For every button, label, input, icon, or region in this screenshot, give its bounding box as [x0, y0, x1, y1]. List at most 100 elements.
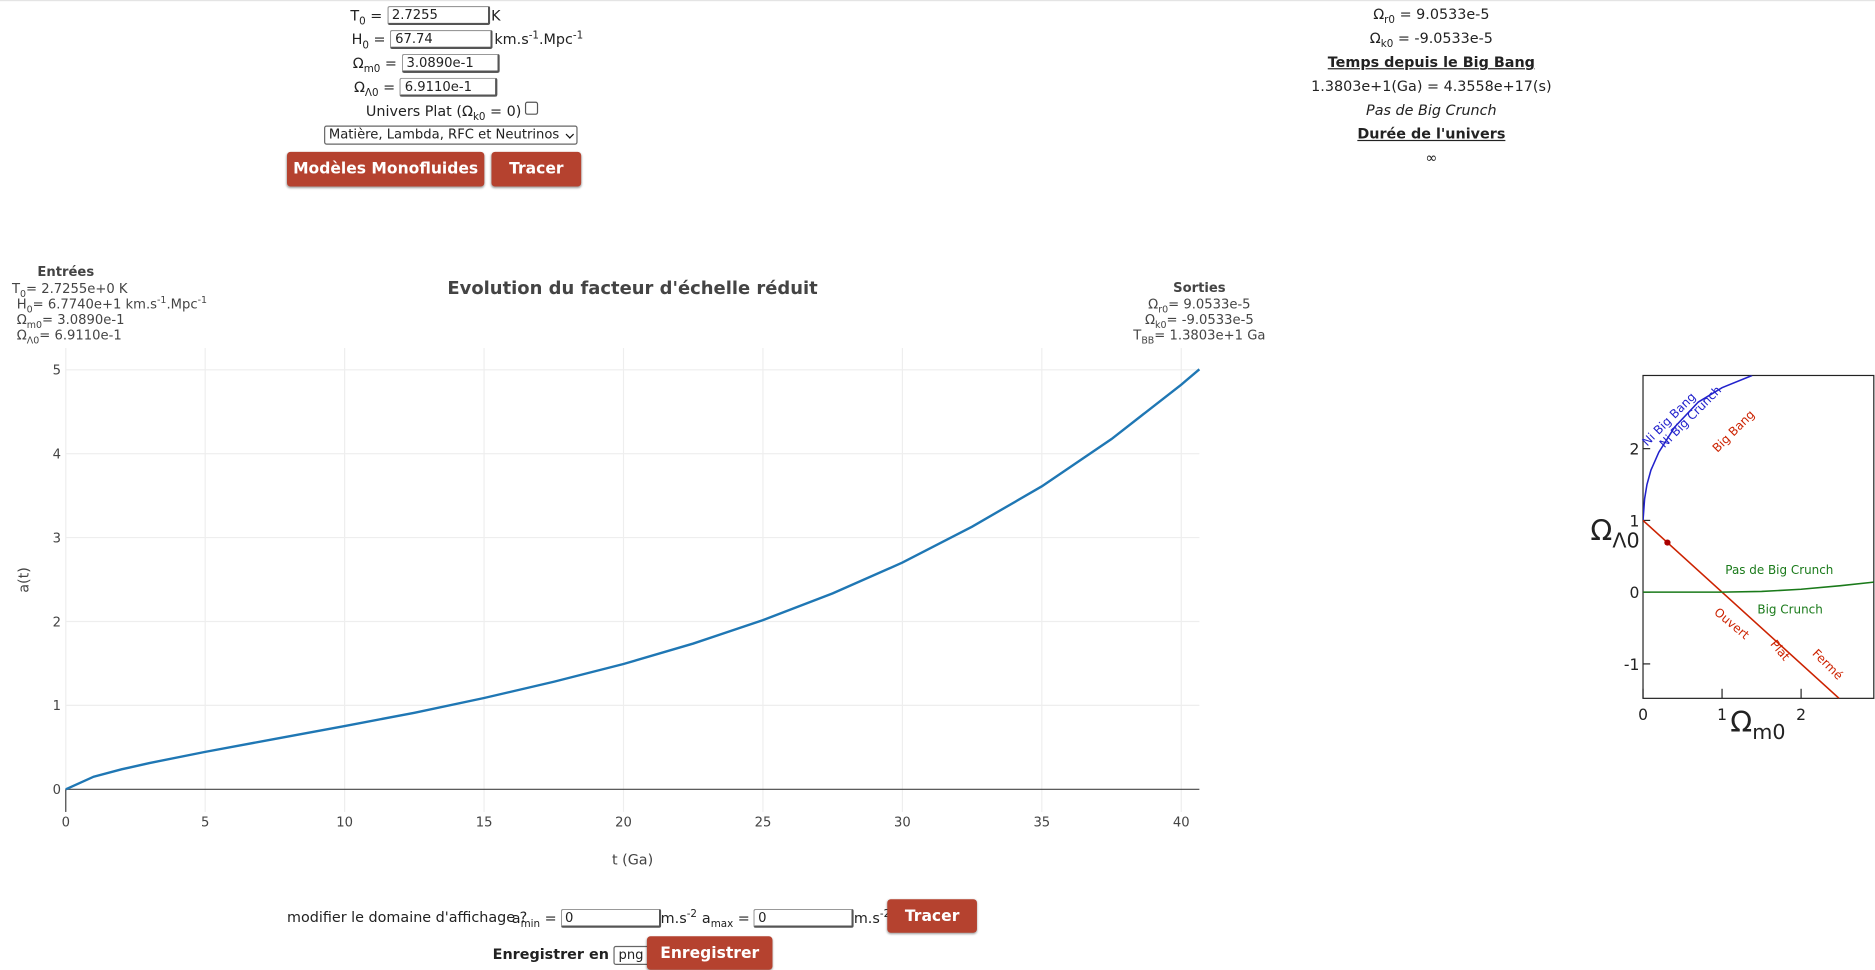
- text-part: -2: [686, 908, 697, 921]
- y-tick-label: 4: [53, 447, 61, 462]
- inputs-title: Entrées: [37, 264, 95, 280]
- text-part: m0: [1752, 720, 1786, 745]
- text-part: k0: [472, 111, 486, 124]
- text-part: m0: [26, 319, 43, 331]
- text-part: a: [511, 909, 521, 927]
- amin-input[interactable]: 0: [560, 908, 661, 928]
- text-part: m0: [363, 63, 381, 76]
- models-button[interactable]: Modèles Monofluides: [286, 151, 485, 187]
- form-row: T0 = 2.7255 K: [350, 5, 501, 27]
- text-part: Temps depuis le Big Bang: [1327, 53, 1535, 71]
- x-tick-label: 35: [1033, 815, 1050, 830]
- display-button[interactable]: Tracer: [887, 899, 977, 933]
- text-part: 1.3803e+1(Ga) = 4.3558e+17(s): [1311, 77, 1552, 95]
- amax-unit: m.s-2: [854, 909, 890, 926]
- text-part: k0: [1380, 38, 1394, 51]
- result-line: ∞: [1252, 149, 1611, 166]
- x-tick-label: 15: [476, 815, 493, 830]
- y-axis-label: a(t): [17, 567, 33, 593]
- text-part: Ω: [1373, 5, 1385, 23]
- x-tick-label: 30: [894, 815, 911, 830]
- y-tick-label: 1: [1630, 512, 1640, 530]
- text-part: = 3.0890e-1: [42, 312, 125, 328]
- text-part: .Mpc: [538, 30, 573, 48]
- text-part: Ω: [16, 312, 27, 328]
- text-part: 0: [26, 303, 33, 315]
- text-input[interactable]: 67.74: [390, 29, 494, 50]
- text-input[interactable]: 3.0890e-1: [401, 53, 500, 73]
- text-part: Ω: [1590, 514, 1613, 548]
- save-row: Enregistrer en png: [492, 945, 662, 966]
- y-tick-label: 1: [53, 699, 61, 714]
- text-part: H: [16, 296, 27, 313]
- outputs-line: Ωr0= 9.0533e-5: [1080, 296, 1319, 315]
- text-part: 0: [362, 39, 369, 52]
- display-label: modifier le domaine d'affichage ?: [286, 908, 528, 926]
- diagram-curve: [1643, 581, 1874, 593]
- text-part: m.s: [660, 909, 687, 927]
- x-tick-label: 0: [62, 815, 70, 830]
- model-select[interactable]: Matière, Lambda, RFC et Neutrinos: [324, 125, 578, 145]
- text-part: m.s: [853, 909, 880, 927]
- result-line: Pas de Big Crunch: [1252, 102, 1611, 119]
- text-part: =: [365, 6, 383, 24]
- amax-input[interactable]: 0: [753, 908, 854, 928]
- field-label: H0 =: [352, 30, 386, 50]
- field-label: ΩΛ0 =: [354, 78, 395, 98]
- text-part: Ω: [1145, 312, 1156, 328]
- diagram-annotation: Ouvert: [1711, 605, 1752, 642]
- save-button[interactable]: Enregistrer: [646, 936, 773, 970]
- result-line: Ωr0 = 9.0533e-5: [1252, 5, 1611, 26]
- text-part: -1: [528, 29, 539, 42]
- text-part: T: [350, 6, 360, 24]
- result-line: Durée de l'univers: [1252, 126, 1611, 143]
- text-part: ∞: [1425, 149, 1438, 167]
- inputs-line: ΩΛ0= 6.9110e-1: [16, 327, 122, 346]
- text-input[interactable]: 2.7255: [387, 5, 490, 26]
- text-part: = -9.0533e-5: [1393, 29, 1493, 47]
- model-select-row: Matière, Lambda, RFC et Neutrinos: [324, 125, 578, 145]
- text-part: K: [491, 6, 501, 24]
- text-input[interactable]: 6.9110e-1: [399, 77, 498, 97]
- text-part: max: [710, 918, 734, 931]
- x-tick-label: 10: [336, 815, 353, 830]
- x-tick-label: 40: [1173, 815, 1190, 830]
- outputs-title: Sorties: [1173, 279, 1226, 296]
- text-part: Ω: [16, 327, 27, 344]
- field-unit: km.s-1.Mpc-1: [494, 30, 583, 47]
- text-part: Pas de Big Crunch: [1366, 101, 1497, 119]
- text-part: Ω: [1369, 29, 1381, 47]
- text-part: Ω: [1730, 705, 1753, 739]
- result-line: Ωk0 = -9.0533e-5: [1252, 29, 1611, 50]
- text-part: = 6.9110e-1: [39, 327, 122, 344]
- text-part: Λ0: [364, 87, 379, 100]
- text-part: -1: [572, 29, 584, 42]
- checkbox[interactable]: [524, 101, 539, 115]
- text-part: Λ0: [1612, 529, 1640, 554]
- plot-button[interactable]: Tracer: [491, 151, 582, 187]
- x-tick-label: 5: [201, 815, 209, 830]
- result-line: 1.3803e+1(Ga) = 4.3558e+17(s): [1252, 78, 1611, 95]
- text-part: =: [380, 54, 397, 72]
- text-part: Λ0: [26, 335, 40, 346]
- outputs-line: TBB= 1.3803e+1 Ga: [1080, 328, 1319, 346]
- text-part: T: [11, 281, 21, 297]
- text-part: 0: [20, 288, 27, 300]
- x-axis-label: t (Ga): [612, 853, 653, 869]
- x-tick-label: 20: [615, 815, 632, 830]
- text-part: .Mpc: [166, 296, 198, 313]
- inputs-line: Ωm0= 3.0890e-1: [16, 312, 125, 331]
- y-tick-label: 0: [53, 783, 61, 798]
- y-tick-label: -1: [1624, 656, 1640, 674]
- text-part: = 6.7740e+1 km.s: [32, 296, 158, 313]
- text-part: Ω: [1148, 296, 1159, 313]
- inputs-line: H0= 6.7740e+1 km.s-1.Mpc-1: [16, 295, 207, 315]
- data-line: [65, 368, 1201, 791]
- diagram-annotation: Pas de Big Crunch: [1725, 563, 1833, 577]
- text-part: Durée de l'univers: [1357, 125, 1506, 143]
- text-part: = 9.0533e-5: [1168, 296, 1251, 313]
- save-label: Enregistrer en: [492, 945, 609, 963]
- result-line: Temps depuis le Big Bang: [1252, 54, 1611, 71]
